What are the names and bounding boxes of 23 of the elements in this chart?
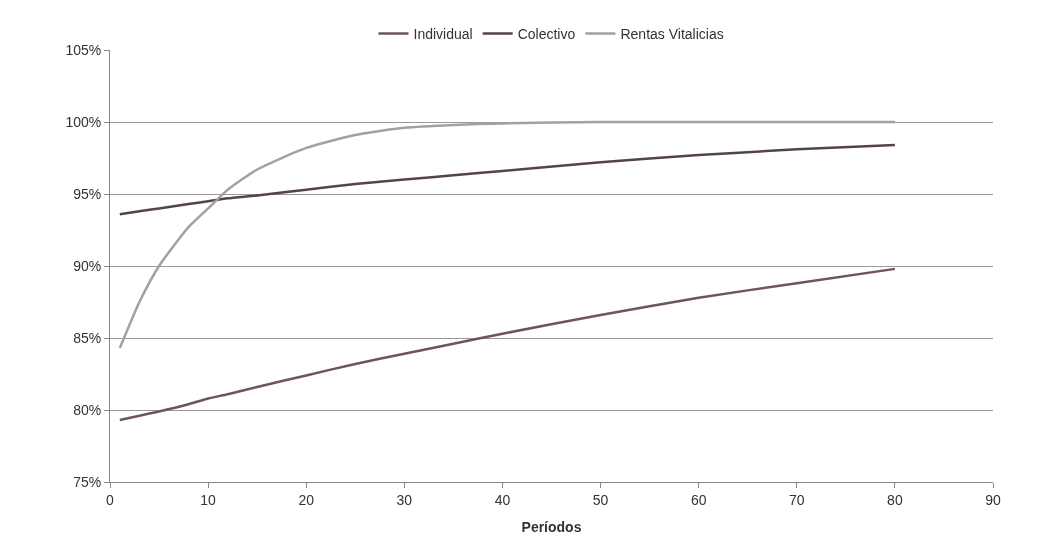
x-tick-label: 40 (494, 491, 511, 508)
legend-label: Colectivo (517, 26, 576, 43)
y-tick-label: 105% (65, 41, 102, 58)
x-axis-title: Períodos (521, 519, 582, 536)
y-tick-label: 75% (73, 473, 102, 490)
x-tick-label: 20 (298, 491, 315, 508)
y-tick-label: 100% (65, 113, 102, 130)
y-tick-label: 90% (73, 257, 102, 274)
x-tick-label: 90 (985, 491, 1001, 508)
y-tick-label: 85% (73, 329, 102, 346)
x-tick-label: 0 (106, 491, 115, 508)
legend-label: Individual (413, 26, 473, 43)
x-tick-label: 80 (887, 491, 903, 508)
x-tick-label: 60 (690, 491, 707, 508)
y-tick-label: 80% (73, 401, 102, 418)
line-series (118, 267, 897, 422)
x-tick-label: 70 (788, 491, 805, 508)
line-series (118, 143, 897, 216)
x-tick-label: 30 (396, 491, 413, 508)
x-tick-label: 50 (592, 491, 609, 508)
x-tick-label: 10 (200, 491, 217, 508)
y-tick-label: 95% (73, 185, 102, 202)
legend-label: Rentas Vitalicias (620, 26, 724, 43)
